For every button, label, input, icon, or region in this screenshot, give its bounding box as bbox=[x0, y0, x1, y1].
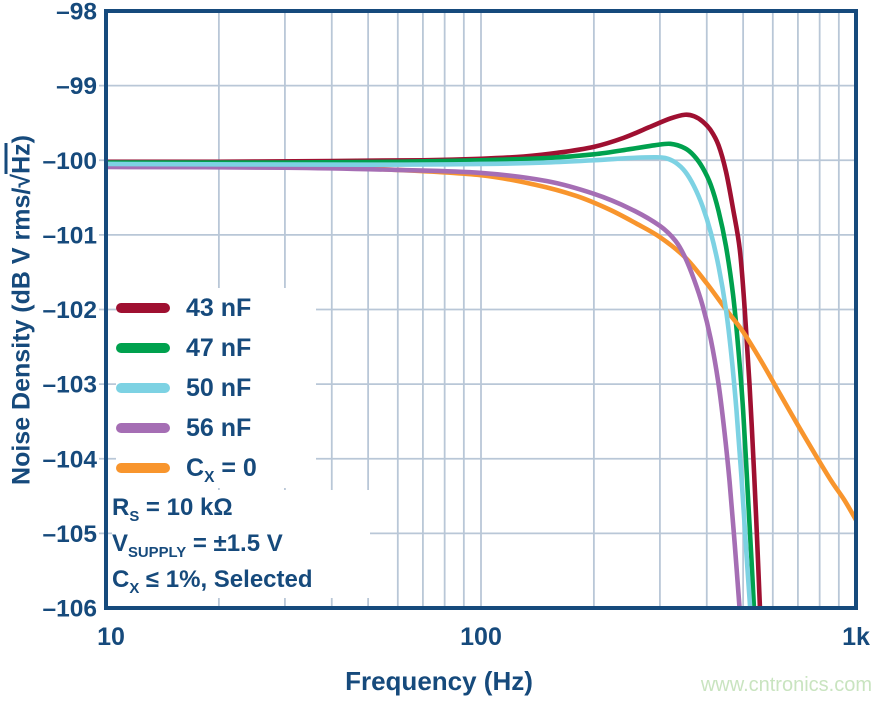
y-axis-tick-labels: –98 –99 –100 –101 –102 –103 –104 –105 –106 bbox=[42, 0, 97, 623]
y-tick-label--101: –101 bbox=[42, 222, 97, 249]
x-axis-tick-labels: 10 100 1k bbox=[97, 623, 870, 651]
legend-swatch bbox=[116, 423, 170, 433]
legend-label: 50 nF bbox=[186, 373, 252, 402]
series-line-50-nf bbox=[106, 154, 753, 610]
series-line-47-nf bbox=[106, 141, 757, 610]
y-tick-label--102: –102 bbox=[42, 297, 97, 324]
x-axis-title: Frequency (Hz) bbox=[345, 666, 533, 696]
legend-item-3: 56 nF bbox=[116, 408, 316, 448]
legend-item-1: 47 nF bbox=[116, 328, 316, 368]
legend-label: CX = 0 bbox=[186, 453, 257, 486]
watermark: www.cntronics.com bbox=[700, 674, 872, 696]
sqrt-symbol: √ bbox=[7, 173, 36, 188]
legend-swatch bbox=[116, 463, 170, 473]
y-tick-label--104: –104 bbox=[42, 446, 97, 473]
legend-label: 43 nF bbox=[186, 293, 252, 322]
annotation-box: RS = 10 kΩ VSUPPLY = ±1.5 V CX ≤ 1%, Selec… bbox=[112, 490, 370, 598]
annotation-line-0: RS = 10 kΩ bbox=[112, 494, 233, 525]
y-tick-label--106: –106 bbox=[42, 596, 97, 623]
x-tick-label-1000: 1k bbox=[842, 623, 870, 651]
y-axis-title-overline: Hz bbox=[4, 143, 36, 174]
x-tick-label-100: 100 bbox=[460, 623, 502, 651]
legend-item-2: 50 nF bbox=[116, 368, 316, 408]
legend-item-0: 43 nF bbox=[116, 288, 316, 328]
legend-swatch bbox=[116, 303, 170, 313]
legend-label: 47 nF bbox=[186, 333, 252, 362]
y-axis-title: Noise Density (dB V rms/√Hz) bbox=[4, 95, 37, 525]
legend-swatch bbox=[116, 343, 170, 353]
y-tick-label--103: –103 bbox=[42, 372, 97, 399]
annotation-line-2: CX ≤ 1%, Selected bbox=[112, 566, 313, 597]
y-axis-title-suffix: ) bbox=[7, 135, 36, 144]
legend-label: 56 nF bbox=[186, 413, 252, 442]
y-tick-label--98: –98 bbox=[56, 0, 97, 26]
annotation-line-1: VSUPPLY = ±1.5 V bbox=[112, 530, 283, 561]
y-axis-title-prefix: Noise Density (dB V rms/ bbox=[7, 187, 36, 485]
legend-swatch bbox=[116, 383, 170, 393]
plot-border bbox=[104, 9, 858, 610]
series-line-56-nf bbox=[106, 164, 742, 610]
y-tick-label--99: –99 bbox=[56, 73, 97, 100]
y-tick-label--100: –100 bbox=[42, 148, 97, 175]
legend: 43 nF 47 nF 50 nF 56 nF CX = 0 bbox=[116, 288, 316, 488]
legend-item-4: CX = 0 bbox=[116, 448, 316, 488]
y-tick-label--105: –105 bbox=[42, 521, 97, 548]
series-curves bbox=[106, 112, 856, 610]
x-tick-label-10: 10 bbox=[97, 623, 125, 651]
